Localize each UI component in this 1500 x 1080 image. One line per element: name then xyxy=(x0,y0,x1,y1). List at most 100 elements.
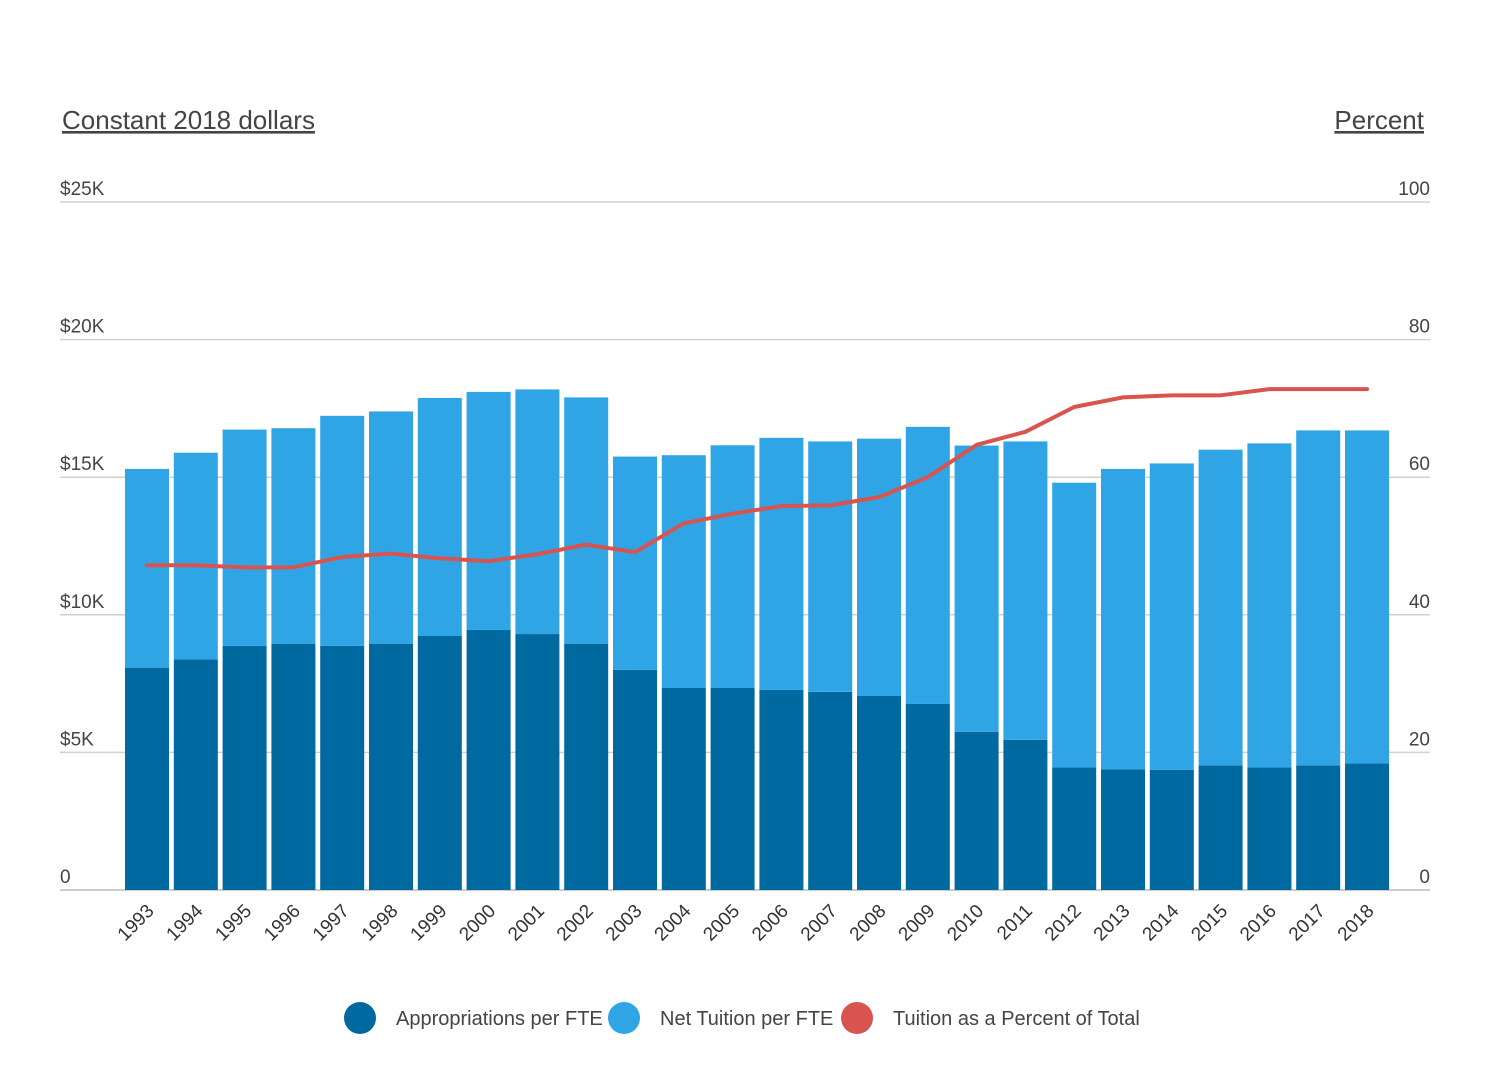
bar-net-tuition xyxy=(1003,441,1048,740)
left-tick-label: $15K xyxy=(60,454,105,475)
bar-net-tuition xyxy=(173,452,218,660)
bar-appropriations xyxy=(1003,739,1048,890)
x-tick-label: 2016 xyxy=(1236,901,1281,946)
bar-net-tuition xyxy=(1345,430,1389,764)
right-tick-label: 100 xyxy=(1398,179,1430,200)
left-axis-ticks: 0 $5K $10K $15K $20K $25K xyxy=(60,179,105,888)
percent-line xyxy=(145,387,1369,570)
bar-net-tuition xyxy=(954,445,999,732)
bar-net-tuition xyxy=(613,456,657,670)
bar-appropriations xyxy=(661,688,706,890)
bars xyxy=(125,389,1389,890)
x-tick-label: 2018 xyxy=(1334,901,1379,946)
bar-appropriations xyxy=(417,635,462,890)
bar-appropriations xyxy=(1198,765,1243,890)
bar-appropriations xyxy=(1101,769,1145,890)
bar-net-tuition xyxy=(1247,443,1292,768)
x-tick-label: 1994 xyxy=(163,900,208,945)
bar-net-tuition xyxy=(661,455,706,689)
legend-label: Tuition as a Percent of Total xyxy=(893,1008,1140,1030)
x-tick-label: 2006 xyxy=(748,901,793,946)
bar-appropriations xyxy=(222,645,267,890)
left-tick-label: 0 xyxy=(60,867,71,888)
bar-net-tuition xyxy=(1149,463,1194,770)
bar-net-tuition xyxy=(808,441,853,692)
legend-swatch xyxy=(841,1002,873,1034)
right-tick-label: 20 xyxy=(1409,729,1430,750)
right-axis-ticks: 0 20 40 60 80 100 xyxy=(1398,179,1430,888)
x-tick-label: 2009 xyxy=(895,901,940,946)
right-tick-label: 80 xyxy=(1409,317,1430,338)
left-tick-label: $20K xyxy=(60,317,105,338)
legend: Appropriations per FTE Net Tuition per FT… xyxy=(344,1002,1140,1034)
bar-appropriations xyxy=(271,643,316,890)
bar-appropriations xyxy=(1149,769,1194,890)
x-tick-label: 2007 xyxy=(797,901,842,946)
x-tick-label: 2015 xyxy=(1187,901,1232,946)
bar-net-tuition xyxy=(271,428,316,644)
left-tick-label: $25K xyxy=(60,179,105,200)
x-tick-label: 2014 xyxy=(1139,900,1184,945)
bar-net-tuition xyxy=(1198,449,1243,766)
bar-net-tuition xyxy=(857,438,901,696)
legend-swatch xyxy=(608,1002,640,1034)
bar-appropriations xyxy=(905,703,950,890)
bar-appropriations xyxy=(173,659,218,890)
x-tick-label: 2003 xyxy=(602,901,647,946)
bar-net-tuition xyxy=(1052,482,1097,768)
bar-net-tuition xyxy=(905,426,950,704)
series-line-tuition-percent xyxy=(145,387,1369,570)
x-tick-label: 1996 xyxy=(260,901,305,946)
x-tick-label: 2012 xyxy=(1041,901,1086,946)
left-tick-label: $10K xyxy=(60,592,105,613)
bar-appropriations xyxy=(1247,767,1292,890)
bar-appropriations xyxy=(564,643,609,890)
x-tick-label: 2008 xyxy=(846,901,891,946)
x-tick-label: 1993 xyxy=(114,901,159,946)
x-tick-label: 2000 xyxy=(455,901,500,946)
bar-net-tuition xyxy=(759,437,804,690)
bar-appropriations xyxy=(1345,763,1389,890)
bar-appropriations xyxy=(710,688,755,890)
x-axis-ticks: 1993 1994 1995 1996 1997 1998 1999 2000 2001 2002… xyxy=(114,900,1379,945)
legend-label: Appropriations per FTE xyxy=(396,1008,603,1030)
legend-swatch xyxy=(344,1002,376,1034)
bar-net-tuition xyxy=(710,445,755,689)
bar-appropriations xyxy=(759,689,804,890)
bar-net-tuition xyxy=(417,397,462,636)
right-axis-title: Percent xyxy=(1334,105,1424,135)
bar-appropriations xyxy=(320,645,365,890)
bar-appropriations xyxy=(954,731,999,890)
bar-appropriations xyxy=(466,629,511,890)
left-tick-label: $5K xyxy=(60,729,94,750)
x-tick-label: 2001 xyxy=(504,901,549,946)
x-tick-label: 2013 xyxy=(1090,901,1135,946)
bar-net-tuition xyxy=(466,391,511,630)
bar-net-tuition xyxy=(125,468,169,668)
bar-net-tuition xyxy=(1101,468,1145,770)
bar-net-tuition xyxy=(320,415,365,646)
legend-label: Net Tuition per FTE xyxy=(660,1008,833,1030)
bar-appropriations xyxy=(1296,765,1341,890)
bar-appropriations xyxy=(857,695,901,890)
x-tick-label: 1995 xyxy=(211,901,256,946)
bar-appropriations xyxy=(1052,767,1097,890)
x-tick-label: 1997 xyxy=(309,901,354,946)
x-tick-label: 2002 xyxy=(553,901,598,946)
bar-appropriations xyxy=(125,667,169,890)
bar-net-tuition xyxy=(369,411,413,644)
x-tick-label: 2017 xyxy=(1285,901,1330,946)
bar-net-tuition xyxy=(1296,430,1341,766)
right-tick-label: 40 xyxy=(1409,592,1430,613)
right-tick-label: 60 xyxy=(1409,454,1430,475)
left-axis-title: Constant 2018 dollars xyxy=(62,105,315,135)
bar-appropriations xyxy=(613,669,657,890)
x-tick-label: 2010 xyxy=(943,901,988,946)
x-tick-label: 2005 xyxy=(699,901,744,946)
x-tick-label: 1998 xyxy=(358,901,403,946)
bar-net-tuition xyxy=(564,397,609,644)
bar-appropriations xyxy=(515,634,560,890)
bar-net-tuition xyxy=(222,429,267,646)
bar-net-tuition xyxy=(515,389,560,635)
x-tick-label: 2004 xyxy=(651,900,696,945)
